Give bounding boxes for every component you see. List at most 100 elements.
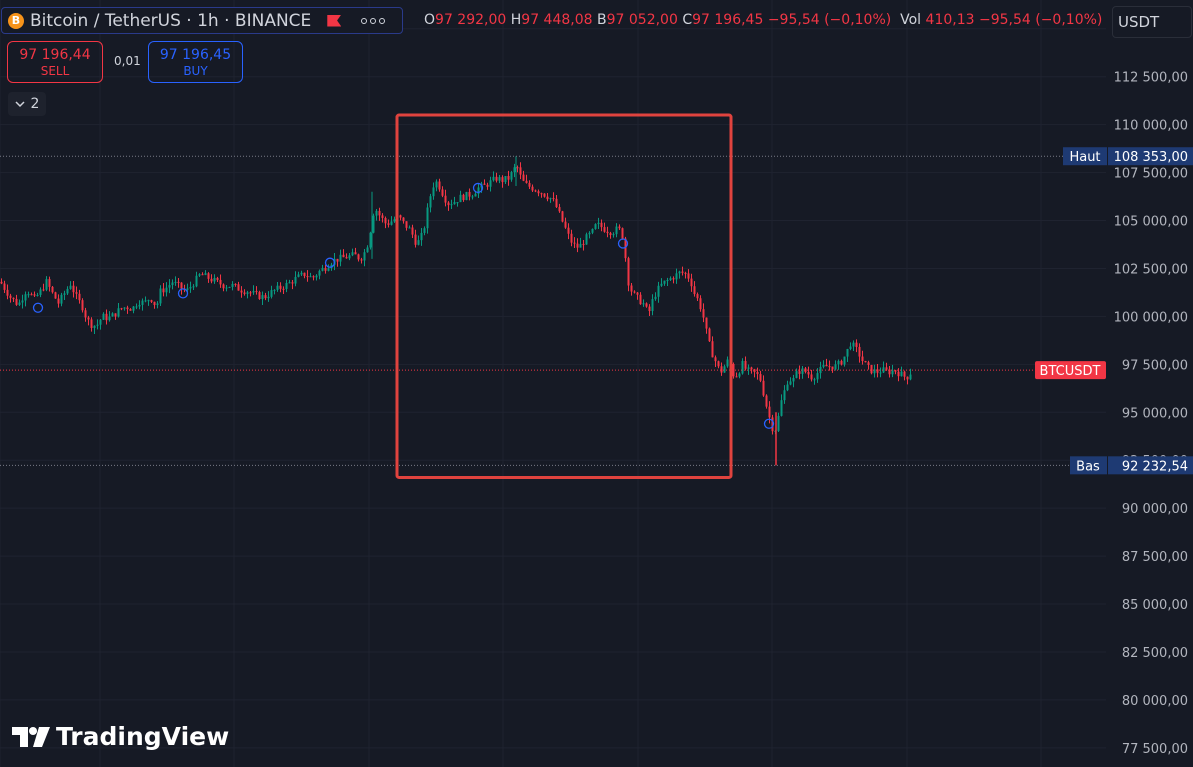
sell-button[interactable]: 97 196,44 SELL <box>7 41 103 83</box>
price-tick-label: 82 500,00 <box>1122 646 1188 661</box>
candlestick-series <box>0 156 912 466</box>
candle-body <box>336 258 339 262</box>
candle-body <box>828 366 831 368</box>
candle-body <box>825 364 828 367</box>
candle-body <box>408 227 411 229</box>
candle-body <box>747 367 750 369</box>
candle-body <box>381 215 384 218</box>
candle-body <box>810 374 813 380</box>
candle-body <box>69 285 72 289</box>
candle-body <box>468 191 471 197</box>
candle-body <box>399 215 402 218</box>
candle-body <box>558 207 561 212</box>
candle-body <box>603 227 606 232</box>
price-tick-label: 100 000,00 <box>1114 310 1188 325</box>
price-tick-label: 95 000,00 <box>1122 406 1188 421</box>
candle-body <box>792 377 795 382</box>
candle-body <box>588 232 591 235</box>
candle-body <box>489 180 492 187</box>
event-marker <box>472 182 484 194</box>
candle-body <box>879 372 882 374</box>
candle-body <box>855 342 858 347</box>
candle-body <box>720 366 723 373</box>
candle-body <box>555 198 558 208</box>
candle-body <box>249 292 252 294</box>
candle-body <box>432 187 435 197</box>
sell-price: 97 196,44 <box>19 47 91 63</box>
candle-body <box>525 180 528 183</box>
candle-body <box>186 288 189 290</box>
candle-body <box>750 367 753 370</box>
candle-body <box>471 196 474 198</box>
candle-body <box>192 286 195 288</box>
candle-body <box>9 295 12 298</box>
candle-body <box>780 400 783 416</box>
candle-body <box>849 346 852 349</box>
candle-body <box>816 373 819 380</box>
candle-body <box>732 364 735 377</box>
candle-body <box>507 176 510 180</box>
candle-body <box>195 275 198 287</box>
candle-body <box>669 278 672 281</box>
candle-body <box>135 306 138 308</box>
candle-body <box>117 308 120 317</box>
candle-body <box>111 313 114 317</box>
candle-body <box>264 295 267 299</box>
candle-body <box>420 232 423 241</box>
indicator-count: 2 <box>30 96 40 112</box>
candle-body <box>897 371 900 377</box>
buy-button[interactable]: 97 196,45 BUY <box>148 41 243 83</box>
candle-body <box>0 281 3 284</box>
price-tick-label: 97 500,00 <box>1122 358 1188 373</box>
candle-body <box>723 366 726 373</box>
candle-body <box>39 289 42 295</box>
candle-body <box>132 306 135 311</box>
candle-body <box>12 297 15 299</box>
candle-body <box>627 258 630 286</box>
candle-body <box>225 287 228 289</box>
candle-body <box>453 202 456 205</box>
candle-body <box>213 277 216 282</box>
flag-icon[interactable] <box>327 14 342 27</box>
currency-selector[interactable]: USDT <box>1112 6 1192 38</box>
candle-body <box>615 226 618 235</box>
candle-body <box>378 210 381 216</box>
symbol-header[interactable]: B Bitcoin / TetherUS · 1h · BINANCE <box>1 7 403 34</box>
price-tick-label: 102 500,00 <box>1114 262 1188 277</box>
chart-grid <box>0 0 1106 767</box>
low-value: 97 052,00 <box>606 12 678 28</box>
candle-body <box>621 228 624 239</box>
candle-body <box>852 342 855 347</box>
candle-body <box>126 307 129 310</box>
candle-body <box>363 252 366 261</box>
more-icon[interactable] <box>361 17 386 24</box>
candle-body <box>63 293 66 295</box>
candle-body <box>243 292 246 294</box>
bas-price-tag <box>1108 456 1193 475</box>
candle-body <box>387 223 390 225</box>
candle-body <box>492 176 495 181</box>
symbol-title[interactable]: Bitcoin / TetherUS · 1h · BINANCE <box>30 10 312 31</box>
candle-body <box>141 300 144 305</box>
candle-body <box>579 243 582 248</box>
candle-body <box>531 186 534 191</box>
candle-body <box>630 285 633 292</box>
candle-body <box>549 198 552 200</box>
candle-body <box>345 257 348 259</box>
candle-body <box>789 381 792 385</box>
candle-body <box>384 217 387 224</box>
candle-body <box>534 190 537 192</box>
candle-body <box>591 228 594 233</box>
candle-body <box>360 259 363 261</box>
candle-body <box>162 288 165 293</box>
price-tick-label: 77 500,00 <box>1122 742 1188 757</box>
tradingview-logo[interactable]: TradingView <box>12 722 229 751</box>
collapse-indicators-button[interactable]: 2 <box>8 92 46 116</box>
volume-value: 410,13 <box>925 12 975 28</box>
candle-body <box>804 368 807 372</box>
price-tick-label: 112 500,00 <box>1114 71 1188 86</box>
price-tick-label: 87 500,00 <box>1122 550 1188 565</box>
candle-body <box>36 294 39 296</box>
candle-body <box>327 268 330 271</box>
